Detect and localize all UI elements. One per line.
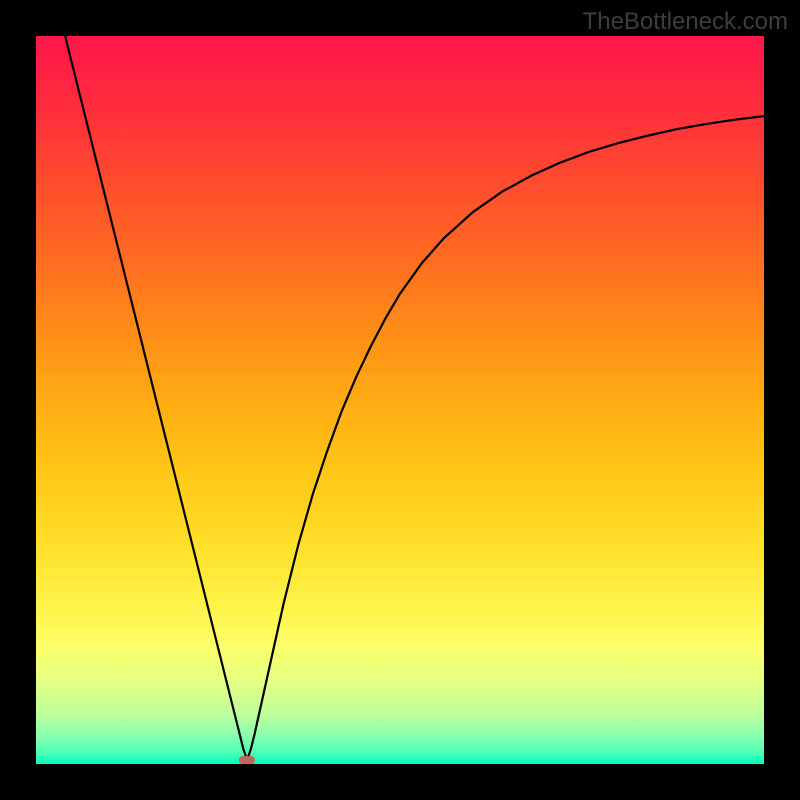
bottleneck-curve	[36, 36, 764, 764]
minimum-marker	[239, 756, 255, 764]
curve-path	[65, 36, 764, 760]
plot-area	[36, 36, 764, 764]
chart-container: TheBottleneck.com	[0, 0, 800, 800]
watermark-text: TheBottleneck.com	[583, 8, 788, 36]
